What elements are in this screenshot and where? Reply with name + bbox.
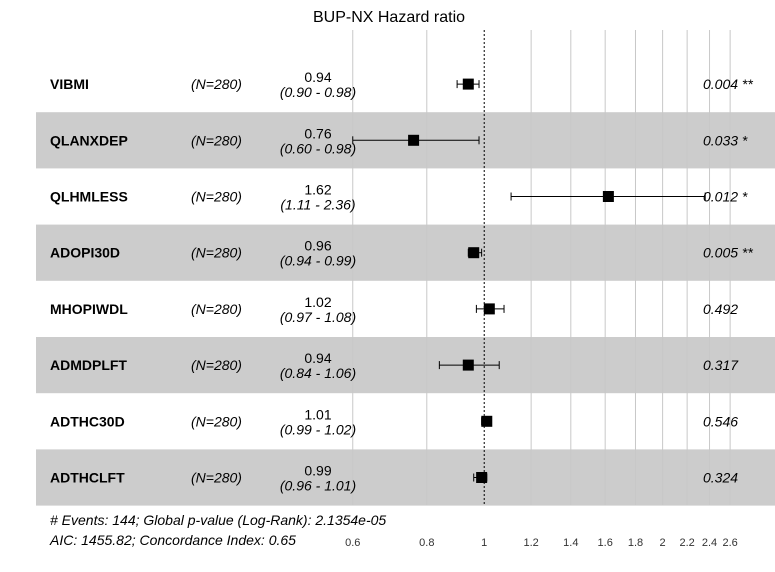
footer-aic: AIC: 1455.82; Concordance Index: 0.65 bbox=[49, 532, 296, 548]
p-value-label: 0.012 * bbox=[703, 189, 748, 205]
x-tick-label: 2.4 bbox=[702, 537, 717, 549]
estimate-marker bbox=[408, 134, 420, 146]
x-tick-label: 1.6 bbox=[598, 537, 613, 549]
n-label: (N=280) bbox=[191, 245, 242, 261]
estimate-label: 1.02 bbox=[304, 294, 331, 310]
estimate-markers bbox=[408, 78, 614, 483]
estimate-label: 0.96 bbox=[304, 238, 331, 254]
x-tick-label: 1.8 bbox=[628, 537, 643, 549]
x-tick-label: 1 bbox=[481, 537, 487, 549]
x-axis-ticks: 0.6 0.8 1 1.2 1.4 1.6 1.8 2 2.2 2.4 2.6 bbox=[345, 537, 738, 549]
ci-label: (0.96 - 1.01) bbox=[280, 478, 356, 494]
x-tick-label: 0.8 bbox=[419, 537, 434, 549]
estimate-marker bbox=[468, 247, 480, 259]
variable-label: VIBMI bbox=[50, 76, 89, 92]
footer-events: # Events: 144; Global p-value (Log-Rank)… bbox=[50, 512, 386, 528]
estimate-label: 1.62 bbox=[304, 182, 331, 198]
estimate-label: 0.94 bbox=[304, 69, 331, 85]
ci-label: (0.60 - 0.98) bbox=[280, 140, 356, 156]
p-value-label: 0.324 bbox=[703, 470, 738, 486]
estimate-marker bbox=[462, 78, 474, 90]
estimate-label: 1.01 bbox=[304, 406, 331, 422]
estimate-label: 0.99 bbox=[304, 463, 331, 479]
x-tick-label: 2.2 bbox=[679, 537, 694, 549]
variable-label: ADOPI30D bbox=[50, 245, 120, 261]
chart-title: BUP-NX Hazard ratio bbox=[313, 9, 465, 26]
p-value-label: 0.546 bbox=[703, 413, 738, 429]
n-label: (N=280) bbox=[191, 301, 242, 317]
row-shade bbox=[36, 224, 775, 281]
estimate-label: 0.76 bbox=[304, 125, 331, 141]
variable-label: QLANXDEP bbox=[50, 132, 128, 148]
x-tick-label: 0.6 bbox=[345, 537, 360, 549]
estimate-marker bbox=[481, 415, 493, 427]
ci-label: (1.11 - 2.36) bbox=[280, 197, 355, 213]
variable-label: MHOPIWDL bbox=[50, 301, 128, 317]
x-tick-label: 2.6 bbox=[722, 537, 737, 549]
p-value-label: 0.004 ** bbox=[703, 76, 753, 92]
ci-label: (0.94 - 0.99) bbox=[280, 253, 356, 269]
n-label: (N=280) bbox=[191, 189, 242, 205]
row-shade bbox=[36, 449, 775, 506]
ci-label: (0.90 - 0.98) bbox=[280, 84, 356, 100]
p-value-label: 0.317 bbox=[703, 357, 739, 373]
p-value-label: 0.005 ** bbox=[703, 245, 753, 261]
variable-label: ADTHC30D bbox=[50, 413, 125, 429]
p-value-label: 0.033 * bbox=[703, 132, 748, 148]
n-label: (N=280) bbox=[191, 413, 242, 429]
estimate-marker bbox=[476, 472, 488, 483]
variable-label: QLHMLESS bbox=[50, 189, 128, 205]
n-label: (N=280) bbox=[191, 76, 242, 92]
row-labels: VIBMI (N=280) 0.94(0.90 - 0.98) 0.004 **QLA… bbox=[50, 69, 753, 493]
x-tick-label: 2 bbox=[660, 537, 666, 549]
variable-label: ADTHCLFT bbox=[50, 470, 125, 486]
estimate-marker bbox=[602, 191, 614, 202]
ci-label: (0.84 - 1.06) bbox=[280, 365, 356, 381]
p-value-label: 0.492 bbox=[703, 301, 738, 317]
n-label: (N=280) bbox=[191, 470, 242, 486]
x-gridlines bbox=[352, 30, 731, 505]
ci-label: (0.99 - 1.02) bbox=[280, 421, 356, 437]
row-shading bbox=[36, 112, 775, 506]
n-label: (N=280) bbox=[191, 132, 242, 148]
x-tick-label: 1.4 bbox=[563, 537, 578, 549]
n-label: (N=280) bbox=[191, 357, 242, 373]
row-shade bbox=[36, 337, 775, 394]
estimate-label: 0.94 bbox=[304, 350, 331, 366]
estimate-marker bbox=[483, 303, 495, 315]
variable-label: ADMDPLFT bbox=[50, 357, 127, 373]
x-tick-label: 1.2 bbox=[523, 537, 538, 549]
ci-label: (0.97 - 1.08) bbox=[280, 309, 356, 325]
estimate-marker bbox=[462, 359, 474, 371]
